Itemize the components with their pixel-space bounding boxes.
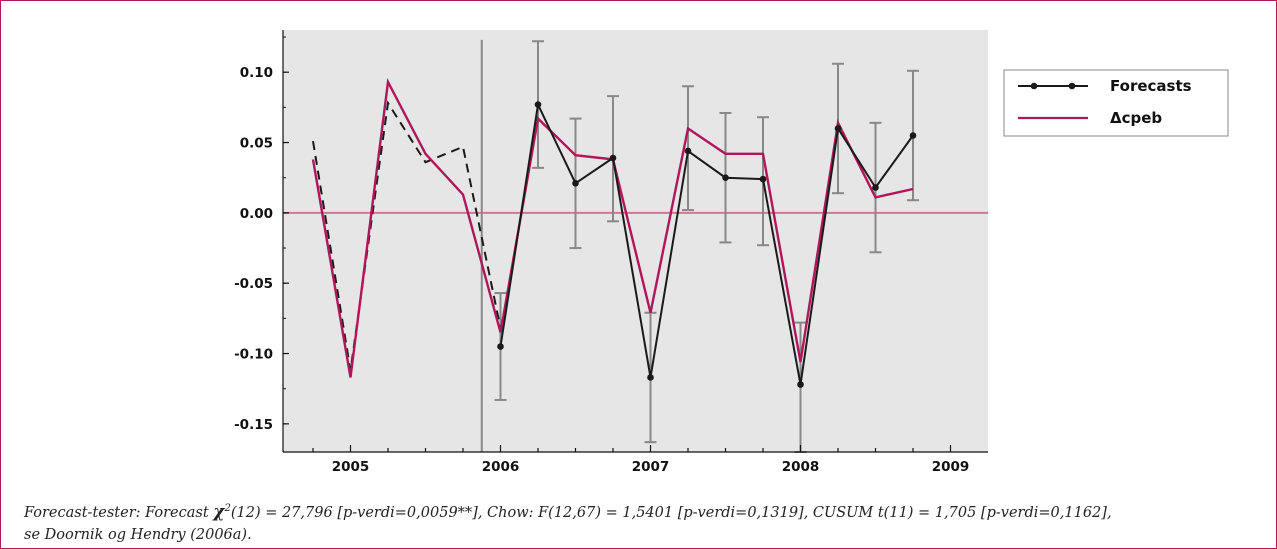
y-tick-label: -0.10	[234, 347, 273, 363]
x-tick-label: 2005	[332, 459, 370, 475]
legend-forecasts-marker	[1030, 82, 1038, 90]
forecast-point	[872, 184, 879, 191]
forecast-point	[797, 381, 804, 388]
chart: 0.10 0.05 0.00 -0.05 -0.10 -0.15 2005 2006 2007 2…	[234, 30, 1229, 475]
y-tick-label: -0.05	[234, 276, 273, 292]
forecast-point	[684, 147, 692, 155]
chart-axes: 0.10 0.05 0.00 -0.05 -0.10 -0.15 2005 2006 2007 2…	[234, 30, 988, 475]
forecast-point	[647, 374, 654, 381]
legend: Forecasts Δcpeb	[1003, 69, 1229, 137]
forecast-point	[834, 125, 842, 132]
x-tick-label: 2008	[782, 459, 820, 475]
forecast-point	[534, 101, 542, 108]
y-tick-label: 0.10	[240, 65, 273, 81]
x-tick-label: 2009	[932, 459, 970, 475]
forecast-point	[909, 132, 917, 139]
forecast-point	[497, 343, 504, 350]
forecast-point	[759, 175, 767, 183]
legend-box	[1003, 69, 1229, 137]
plot-background	[283, 30, 988, 452]
legend-label-actual: Δcpeb	[1110, 109, 1162, 127]
figure-caption: Forecast-tester: Forecast χ2(12) = 27,79…	[24, 498, 1244, 546]
x-tick-label: 2007	[632, 459, 670, 475]
y-tick-label: -0.15	[234, 417, 273, 433]
chart-marks	[283, 39, 988, 453]
legend-forecasts-marker	[1068, 82, 1076, 90]
forecast-point	[609, 154, 617, 162]
chi-symbol: χ	[213, 501, 225, 522]
y-tick-label: 0.00	[240, 206, 273, 222]
caption-text-start: Forecast-tester: Forecast	[24, 504, 214, 521]
legend-label-forecasts: Forecasts	[1110, 77, 1192, 95]
chi-superscript: 2	[224, 503, 231, 514]
forecast-point	[722, 174, 729, 181]
caption-text-stats: (12) = 27,796 [p-verdi=0,0059**], Chow: …	[230, 504, 1112, 521]
forecast-point	[572, 180, 579, 187]
series-line-forecasts	[499, 101, 914, 385]
caption-text-reference: se Doornik og Hendry (2006a).	[24, 526, 252, 543]
y-tick-label: 0.05	[240, 136, 273, 152]
x-tick-label: 2006	[482, 459, 520, 475]
